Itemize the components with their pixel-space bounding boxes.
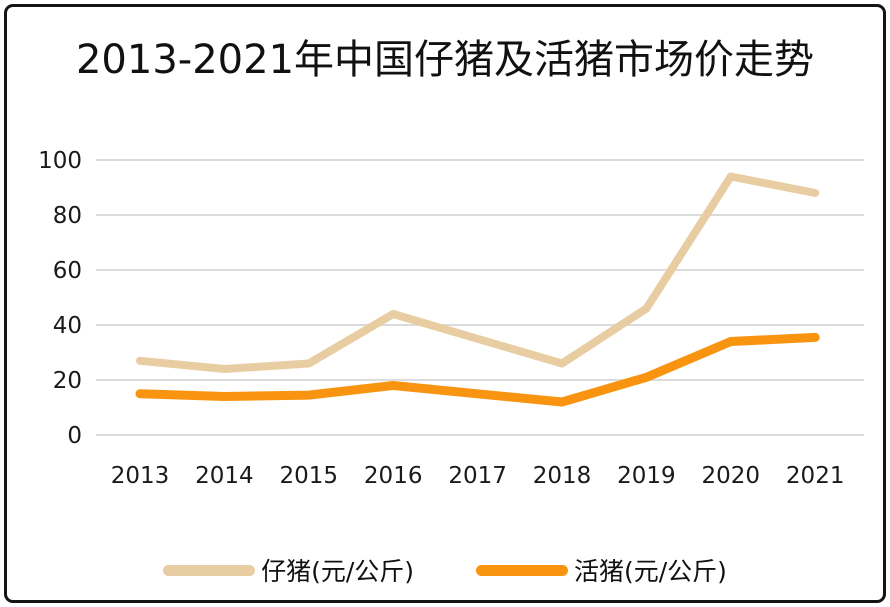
legend-label-piglet: 仔猪(元/公斤)	[261, 557, 414, 586]
legend-item-live-pig: 活猪(元/公斤)	[476, 552, 727, 588]
chart-card-frame	[4, 4, 886, 603]
chart-title: 2013-2021年中国仔猪及活猪市场价走势	[75, 37, 815, 83]
piglet-line-swatch	[163, 564, 256, 576]
chart-legend: 仔猪(元/公斤) 活猪(元/公斤)	[0, 552, 890, 588]
live-pig-line-swatch	[476, 564, 568, 576]
legend-item-piglet: 仔猪(元/公斤)	[163, 552, 414, 588]
legend-label-live-pig: 活猪(元/公斤)	[574, 557, 727, 586]
